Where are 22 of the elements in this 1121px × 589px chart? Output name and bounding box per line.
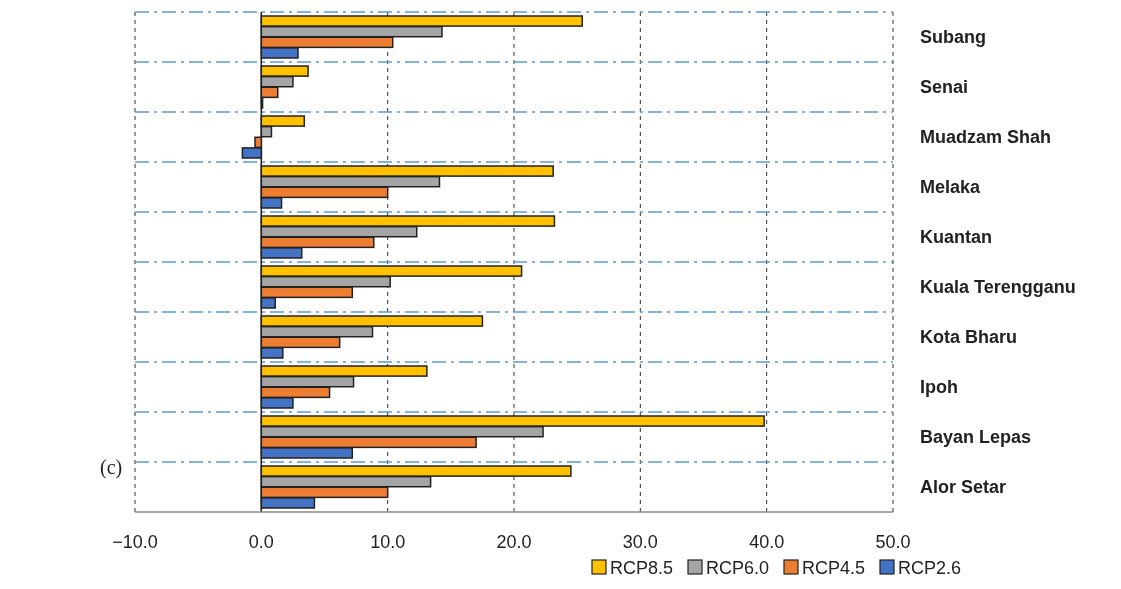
legend-label: RCP4.5 [802,558,866,578]
y-tick-label: Alor Setar [920,477,1007,497]
x-tick-label: 40.0 [749,532,785,552]
legend-label: RCP6.0 [706,558,770,578]
y-tick-label: Kota Bharu [920,327,1018,347]
y-tick-label: Muadzam Shah [920,127,1052,147]
y-tick-label: Kuantan [920,227,992,247]
y-tick-label: Melaka [920,177,982,197]
x-tick-label: −10.0 [112,532,158,552]
y-tick-label: Ipoh [920,377,958,397]
y-tick-label: Kuala Terengganu [920,277,1076,297]
x-tick-label: 50.0 [875,532,911,552]
x-tick-label: 30.0 [622,532,658,552]
text: (c) [100,456,123,479]
x-tick-label: 20.0 [496,532,532,552]
legend-label: RCP2.6 [898,558,962,578]
y-tick-label: Subang [920,27,986,47]
y-tick-label: Bayan Lepas [920,427,1032,447]
x-tick-label: 10.0 [370,532,406,552]
x-tick-label: 0.0 [248,532,274,552]
y-tick-label: Senai [920,77,969,97]
legend-label: RCP8.5 [610,558,674,578]
